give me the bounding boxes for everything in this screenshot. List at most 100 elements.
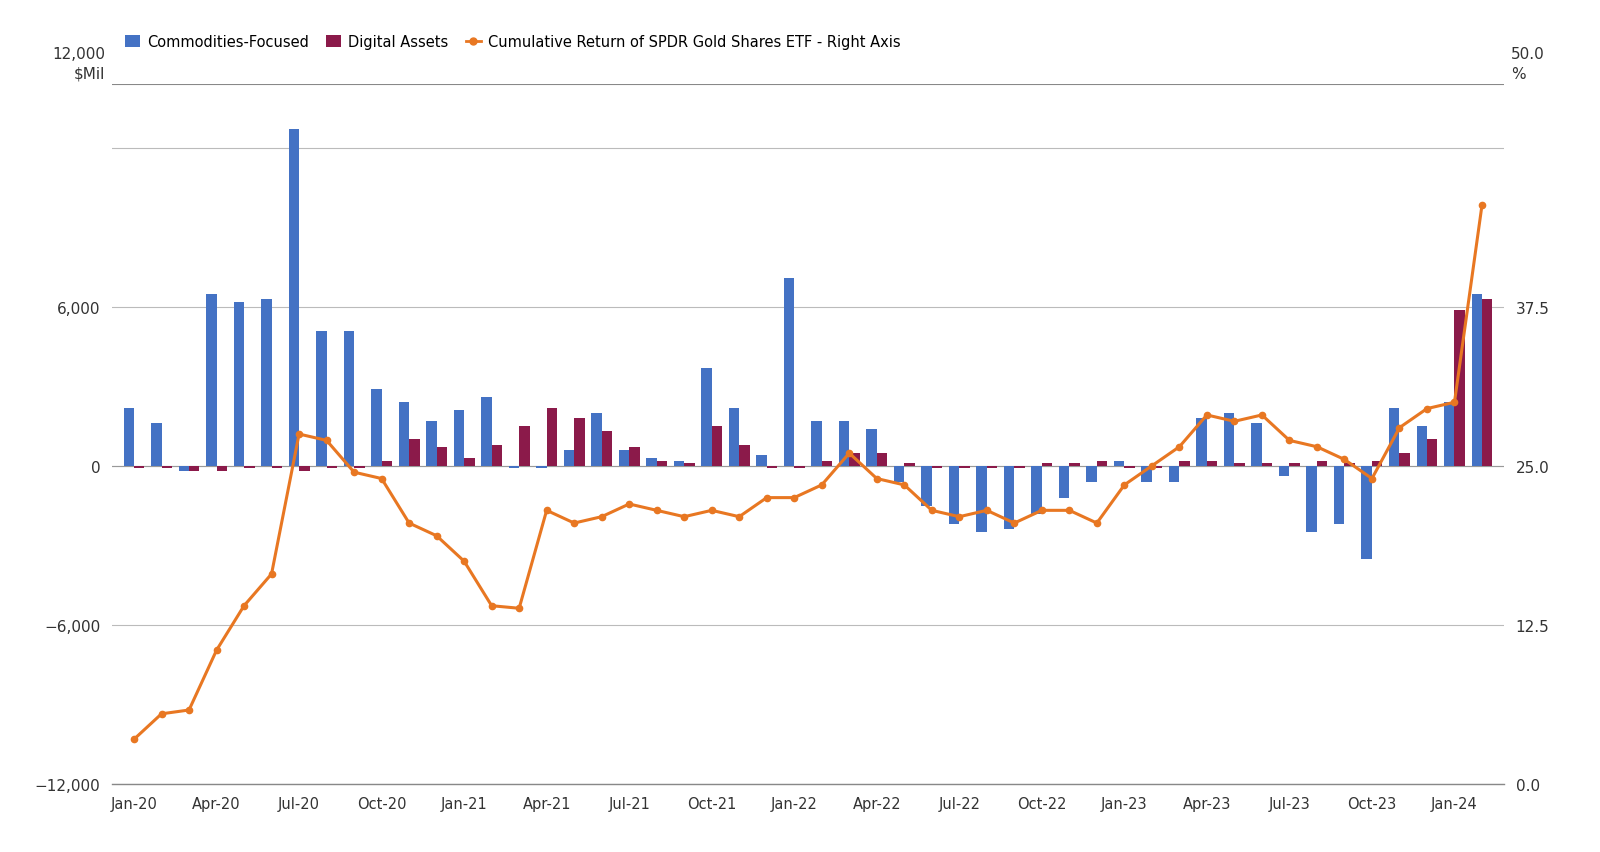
Bar <box>685 463 694 466</box>
Cumulative Return of SPDR Gold Shares ETF - Right Axis <box>1280 435 1299 446</box>
Cumulative Return of SPDR Gold Shares ETF - Right Axis <box>1142 461 1162 471</box>
Cumulative Return of SPDR Gold Shares ETF - Right Axis <box>538 505 557 515</box>
Cumulative Return of SPDR Gold Shares ETF - Right Axis <box>400 518 419 528</box>
Bar <box>509 466 518 469</box>
Bar <box>123 408 134 466</box>
Bar <box>822 461 832 466</box>
Cumulative Return of SPDR Gold Shares ETF - Right Axis <box>1253 411 1272 421</box>
Cumulative Return of SPDR Gold Shares ETF - Right Axis <box>813 481 832 491</box>
Bar <box>1472 294 1482 466</box>
Cumulative Return of SPDR Gold Shares ETF - Right Axis <box>894 481 914 491</box>
Bar <box>150 424 162 466</box>
Bar <box>1152 466 1162 469</box>
Bar <box>866 429 877 466</box>
Cumulative Return of SPDR Gold Shares ETF - Right Axis <box>1115 481 1134 491</box>
Bar <box>674 461 685 466</box>
Bar <box>234 302 245 466</box>
Cumulative Return of SPDR Gold Shares ETF - Right Axis <box>1088 518 1107 528</box>
Bar <box>1445 403 1454 466</box>
Bar <box>1098 461 1107 466</box>
Cumulative Return of SPDR Gold Shares ETF - Right Axis <box>1362 474 1381 484</box>
Bar <box>272 466 282 469</box>
Bar <box>592 413 602 466</box>
Bar <box>1427 440 1437 466</box>
Bar <box>1344 463 1355 466</box>
Cumulative Return of SPDR Gold Shares ETF - Right Axis <box>206 645 226 655</box>
Bar <box>1003 466 1014 530</box>
Cumulative Return of SPDR Gold Shares ETF - Right Axis <box>730 512 749 522</box>
Bar <box>398 403 410 466</box>
Bar <box>134 466 144 469</box>
Bar <box>317 331 326 466</box>
Bar <box>904 463 915 466</box>
Bar <box>656 461 667 466</box>
Bar <box>766 466 778 469</box>
Cumulative Return of SPDR Gold Shares ETF - Right Axis <box>840 448 859 458</box>
Bar <box>794 466 805 469</box>
Bar <box>371 389 381 466</box>
Bar <box>261 300 272 466</box>
Cumulative Return of SPDR Gold Shares ETF - Right Axis <box>592 512 611 522</box>
Bar <box>838 421 850 466</box>
Bar <box>877 453 888 466</box>
Cumulative Return of SPDR Gold Shares ETF - Right Axis <box>262 569 282 579</box>
Bar <box>757 456 766 466</box>
Bar <box>1059 466 1069 498</box>
Cumulative Return of SPDR Gold Shares ETF - Right Axis <box>454 556 474 567</box>
Bar <box>206 294 216 466</box>
Cumulative Return of SPDR Gold Shares ETF - Right Axis <box>235 601 254 611</box>
Bar <box>739 445 750 466</box>
Bar <box>1317 461 1328 466</box>
Cumulative Return of SPDR Gold Shares ETF - Right Axis <box>757 493 776 504</box>
Bar <box>179 466 189 471</box>
Bar <box>1141 466 1152 482</box>
Bar <box>1371 461 1382 466</box>
Bar <box>547 408 557 466</box>
Bar <box>299 466 309 471</box>
Bar <box>1400 453 1410 466</box>
Bar <box>288 130 299 466</box>
Cumulative Return of SPDR Gold Shares ETF - Right Axis <box>978 505 997 515</box>
Cumulative Return of SPDR Gold Shares ETF - Right Axis <box>565 518 584 528</box>
Bar <box>949 466 960 525</box>
Cumulative Return of SPDR Gold Shares ETF - Right Axis <box>950 512 970 522</box>
Bar <box>491 445 502 466</box>
Bar <box>1251 424 1262 466</box>
Bar <box>1290 463 1299 466</box>
Cumulative Return of SPDR Gold Shares ETF - Right Axis <box>922 505 941 515</box>
Bar <box>464 458 475 466</box>
Bar <box>728 408 739 466</box>
Bar <box>960 466 970 469</box>
Cumulative Return of SPDR Gold Shares ETF - Right Axis <box>1005 518 1024 528</box>
Bar <box>811 421 822 466</box>
Cumulative Return of SPDR Gold Shares ETF - Right Axis <box>1307 442 1326 452</box>
Bar <box>931 466 942 469</box>
Bar <box>1197 418 1206 466</box>
Bar <box>426 421 437 466</box>
Bar <box>536 466 547 469</box>
Bar <box>454 411 464 466</box>
Bar <box>437 448 446 466</box>
Cumulative Return of SPDR Gold Shares ETF - Right Axis <box>1418 404 1437 414</box>
Cumulative Return of SPDR Gold Shares ETF - Right Axis <box>867 474 886 484</box>
Cumulative Return of SPDR Gold Shares ETF - Right Axis <box>702 505 722 515</box>
Bar <box>344 331 354 466</box>
Bar <box>1170 466 1179 482</box>
Cumulative Return of SPDR Gold Shares ETF - Right Axis <box>371 474 390 484</box>
Cumulative Return of SPDR Gold Shares ETF - Right Axis <box>290 429 309 440</box>
Bar <box>189 466 200 471</box>
Bar <box>1454 310 1466 466</box>
Cumulative Return of SPDR Gold Shares ETF - Right Axis <box>179 705 198 716</box>
Bar <box>381 461 392 466</box>
Cumulative Return of SPDR Gold Shares ETF - Right Axis <box>619 499 638 509</box>
Bar <box>1069 463 1080 466</box>
Bar <box>1032 466 1042 514</box>
Bar <box>629 448 640 466</box>
Bar <box>1262 463 1272 466</box>
Bar <box>1389 408 1400 466</box>
Cumulative Return of SPDR Gold Shares ETF - Right Axis <box>344 468 363 478</box>
Cumulative Return of SPDR Gold Shares ETF - Right Axis <box>1334 455 1354 465</box>
Bar <box>894 466 904 482</box>
Bar <box>1362 466 1371 559</box>
Bar <box>922 466 931 506</box>
